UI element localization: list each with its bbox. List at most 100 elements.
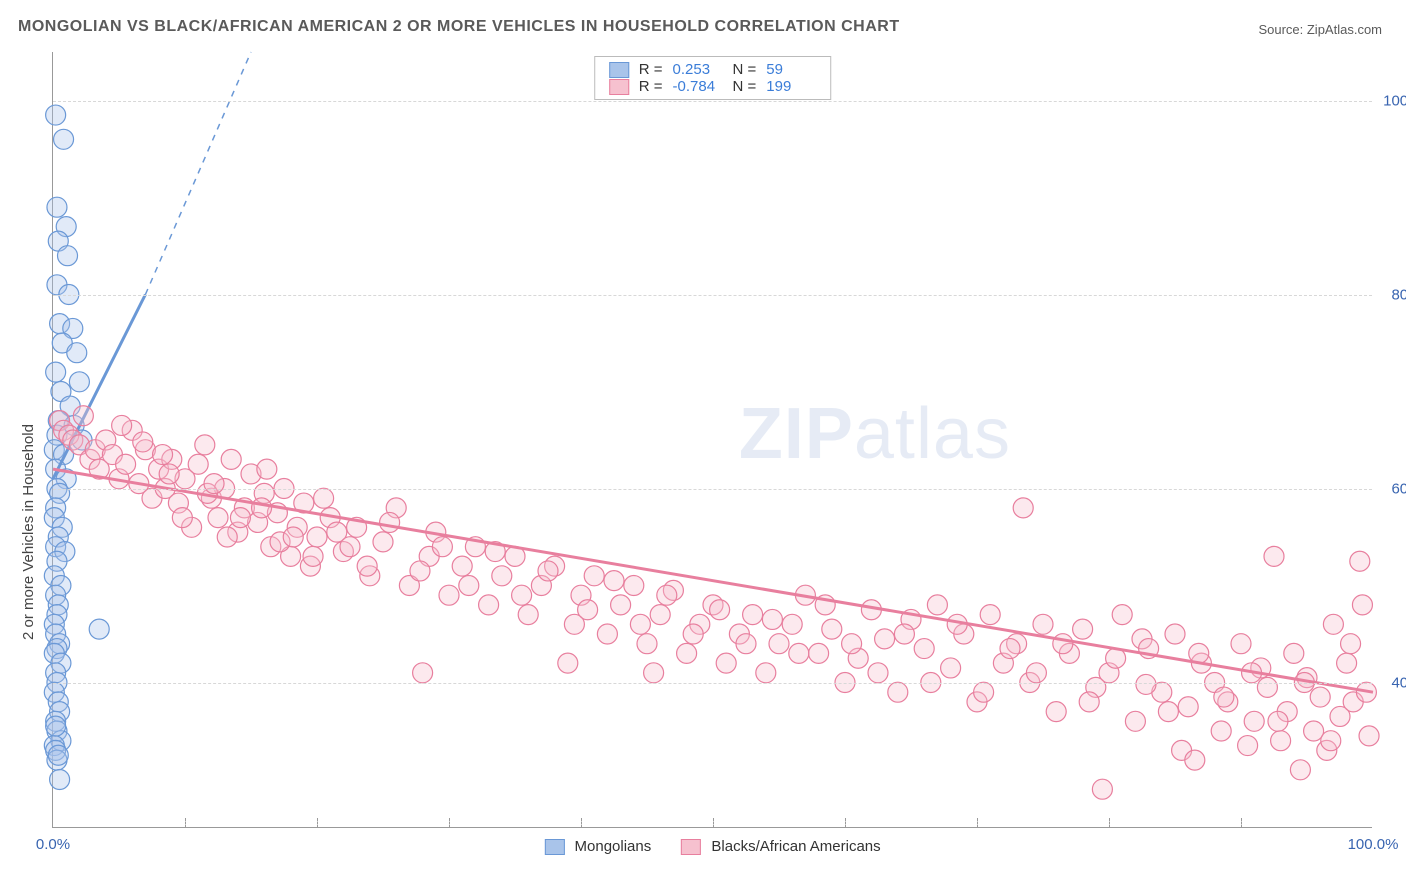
y-tick-label: 80.0% <box>1391 286 1406 303</box>
data-point <box>380 512 400 532</box>
x-tick-label: 0.0% <box>36 836 70 853</box>
stat-value: 0.253 <box>673 61 723 78</box>
data-point <box>1350 551 1370 571</box>
data-point <box>1112 605 1132 625</box>
data-point <box>69 372 89 392</box>
legend-item: Blacks/African Americans <box>681 838 880 855</box>
chart-title: MONGOLIAN VS BLACK/AFRICAN AMERICAN 2 OR… <box>18 18 900 36</box>
legend-label: Blacks/African Americans <box>711 838 880 855</box>
data-point <box>518 605 538 625</box>
data-point <box>888 682 908 702</box>
data-point <box>208 508 228 528</box>
data-point <box>974 682 994 702</box>
data-point <box>1000 639 1020 659</box>
data-point <box>283 527 303 547</box>
data-point <box>48 745 68 765</box>
swatch-icon <box>681 839 701 855</box>
data-point <box>604 571 624 591</box>
data-point <box>1231 634 1251 654</box>
plot-area: ZIPatlas R = 0.253 N = 59 R = -0.784 N =… <box>52 52 1372 828</box>
stat-label: R = <box>639 78 663 95</box>
data-point <box>683 624 703 644</box>
data-point <box>50 770 70 790</box>
data-point <box>67 343 87 363</box>
legend-label: Mongolians <box>575 838 652 855</box>
data-point <box>432 537 452 557</box>
data-point <box>439 585 459 605</box>
data-point <box>822 619 842 639</box>
stats-row: R = -0.784 N = 199 <box>609 78 817 95</box>
data-point <box>710 600 730 620</box>
data-point <box>782 614 802 634</box>
data-point <box>1092 779 1112 799</box>
data-point <box>159 464 179 484</box>
gridline-v <box>713 818 714 828</box>
data-point <box>769 634 789 654</box>
data-point <box>875 629 895 649</box>
swatch-icon <box>544 839 564 855</box>
gridline-v <box>1241 818 1242 828</box>
data-point <box>1053 634 1073 654</box>
data-point <box>1026 663 1046 683</box>
data-point <box>1185 750 1205 770</box>
data-point <box>762 609 782 629</box>
gridline-v <box>977 818 978 828</box>
y-axis-label: 2 or more Vehicles in Household <box>20 424 37 640</box>
data-point <box>637 634 657 654</box>
data-point <box>644 663 664 683</box>
data-point <box>597 624 617 644</box>
data-point <box>1352 595 1372 615</box>
data-point <box>58 246 78 266</box>
data-point <box>1079 692 1099 712</box>
gridline-v <box>449 818 450 828</box>
data-point <box>1321 731 1341 751</box>
data-point <box>1323 614 1343 634</box>
data-point <box>459 576 479 596</box>
stat-label: N = <box>733 61 757 78</box>
source-label: Source: ZipAtlas.com <box>1258 22 1382 37</box>
data-point <box>677 643 697 663</box>
data-point <box>1073 619 1093 639</box>
data-point <box>116 454 136 474</box>
stat-label: N = <box>733 78 757 95</box>
trend-line <box>53 469 1373 692</box>
y-tick-label: 100.0% <box>1383 92 1406 109</box>
stat-value: 199 <box>766 78 816 95</box>
data-point <box>1136 674 1156 694</box>
data-point <box>1359 726 1379 746</box>
data-point <box>1238 736 1258 756</box>
data-point <box>1264 546 1284 566</box>
data-point <box>1284 643 1304 663</box>
data-point <box>584 566 604 586</box>
data-point <box>1165 624 1185 644</box>
data-point <box>630 614 650 634</box>
data-point <box>340 537 360 557</box>
gridline-h <box>53 683 1372 684</box>
data-point <box>303 546 323 566</box>
y-tick-label: 60.0% <box>1391 480 1406 497</box>
data-point <box>73 406 93 426</box>
stat-label: R = <box>639 61 663 78</box>
data-point <box>133 432 153 452</box>
gridline-h <box>53 489 1372 490</box>
data-point <box>980 605 1000 625</box>
data-point <box>657 585 677 605</box>
gridline-v <box>317 818 318 828</box>
data-point <box>1178 697 1198 717</box>
stats-legend: R = 0.253 N = 59 R = -0.784 N = 199 <box>594 56 832 100</box>
data-point <box>558 653 578 673</box>
data-point <box>650 605 670 625</box>
data-point <box>1341 634 1361 654</box>
swatch-icon <box>609 79 629 95</box>
data-point <box>1158 702 1178 722</box>
data-point <box>538 561 558 581</box>
gridline-h <box>53 295 1372 296</box>
gridline-v <box>581 818 582 828</box>
data-point <box>314 488 334 508</box>
data-point <box>1211 721 1231 741</box>
data-point <box>413 663 433 683</box>
data-point <box>1046 702 1066 722</box>
bottom-legend: Mongolians Blacks/African Americans <box>544 838 880 855</box>
data-point <box>1125 711 1145 731</box>
data-point <box>894 624 914 644</box>
